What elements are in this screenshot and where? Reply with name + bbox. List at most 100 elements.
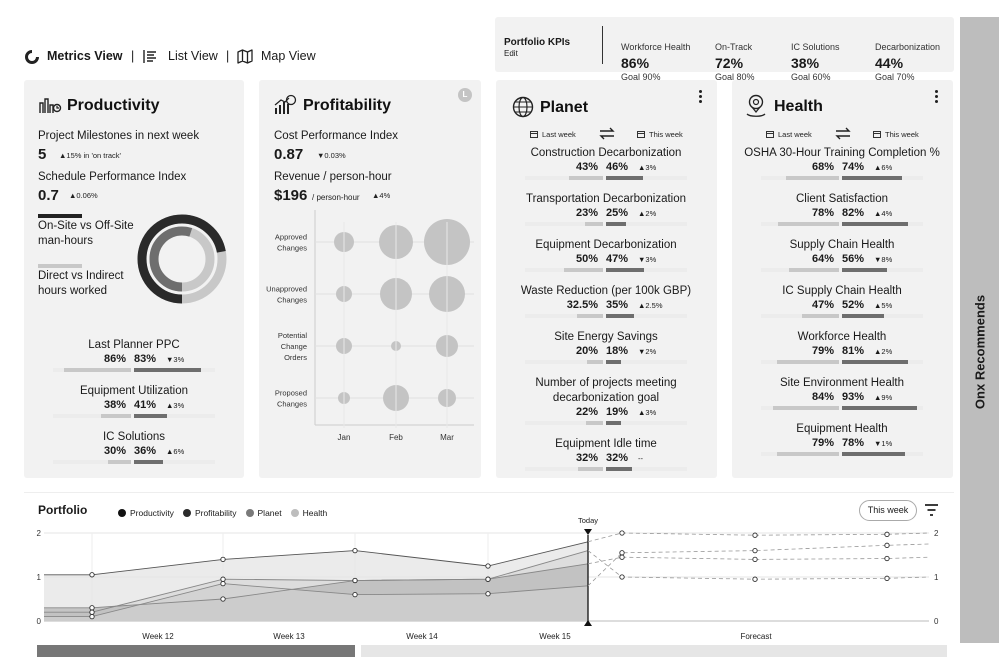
health-last-week[interactable]: Last week bbox=[778, 130, 812, 139]
metric-row[interactable]: OSHA 30-Hour Training Completion % 68% 74%… bbox=[742, 146, 942, 184]
metric-current-bar bbox=[134, 414, 215, 418]
series-line bbox=[44, 541, 589, 576]
metric-label: Client Satisfaction bbox=[795, 193, 889, 205]
metric-current-bar bbox=[606, 176, 687, 180]
map-view-tab[interactable]: Map View bbox=[261, 49, 316, 63]
metric-row[interactable]: Equipment Decarbonization 50% 47% ▼3% bbox=[506, 238, 706, 276]
metrics-icon bbox=[25, 50, 39, 64]
planet-more-icon[interactable] bbox=[699, 90, 703, 104]
metric-row[interactable]: Client Satisfaction 78% 82% ▲4% bbox=[742, 192, 942, 230]
metric-prev-bar bbox=[53, 460, 131, 464]
planet-this-week[interactable]: This week bbox=[649, 130, 683, 139]
metric-delta: ▲4% bbox=[874, 209, 893, 218]
metric-prev-value: 23% bbox=[575, 207, 598, 219]
series-point bbox=[485, 591, 491, 597]
metric-row[interactable]: Construction Decarbonization 43% 46% ▲3% bbox=[506, 146, 706, 184]
metric-label: Equipment Health bbox=[796, 423, 888, 435]
legend-label: Health bbox=[302, 508, 328, 518]
health-this-week[interactable]: This week bbox=[885, 130, 919, 139]
milestones-label: Project Milestones in next week bbox=[38, 130, 200, 142]
onx-recommends-panel[interactable]: Onx Recommends bbox=[960, 17, 999, 643]
series-point bbox=[220, 596, 226, 602]
kpis-edit-link[interactable]: Edit bbox=[504, 49, 518, 58]
timeline-scrollbar-track[interactable] bbox=[361, 645, 947, 657]
series-point bbox=[89, 605, 95, 611]
metric-delta: ▼3% bbox=[638, 255, 657, 264]
view-separator: | bbox=[226, 49, 230, 63]
metric-current-value: 74% bbox=[842, 161, 865, 173]
metric-prev-bar bbox=[761, 222, 839, 226]
bubble-row-label: Unapproved Changes bbox=[266, 285, 307, 305]
metric-row[interactable]: IC Solutions 30% 36% ▲6% bbox=[34, 430, 234, 468]
metric-prev-value: 30% bbox=[103, 445, 126, 457]
metric-row[interactable]: Equipment Idle time 32% 32% -- bbox=[506, 437, 706, 475]
metric-label: Equipment Decarbonization bbox=[535, 239, 677, 251]
timeline-scrollbar-thumb[interactable] bbox=[37, 645, 355, 657]
legend-item[interactable]: Planet bbox=[245, 508, 282, 518]
swap-icon[interactable] bbox=[835, 127, 851, 140]
metrics-view-tab[interactable]: Metrics View bbox=[47, 49, 123, 63]
metric-prev-bar bbox=[525, 176, 603, 180]
series-line bbox=[44, 563, 589, 609]
bubble-row-label: Potential Change Orders bbox=[278, 331, 308, 362]
metric-prev-bar bbox=[761, 314, 839, 318]
metric-prev-value: 32.5% bbox=[566, 299, 598, 311]
portfolio-kpis-panel: Portfolio KPIs Edit Workforce Health 86% G… bbox=[495, 17, 954, 82]
filter-icon[interactable] bbox=[924, 503, 939, 517]
metric-current-bar bbox=[606, 222, 687, 226]
metric-row[interactable]: Supply Chain Health 64% 56% ▼8% bbox=[742, 238, 942, 276]
metric-current-value: 25% bbox=[606, 207, 629, 219]
ring-arc bbox=[137, 214, 227, 304]
legend-dot bbox=[290, 509, 299, 517]
series-point bbox=[485, 576, 491, 582]
legend-item[interactable]: Profitability bbox=[182, 508, 237, 518]
list-icon bbox=[143, 50, 156, 63]
metric-row[interactable]: Site Environment Health 84% 93% ▲9% bbox=[742, 376, 942, 414]
series-point bbox=[352, 591, 358, 598]
health-more-icon[interactable] bbox=[935, 90, 939, 104]
productivity-card: Productivity Project Milestones in next … bbox=[24, 80, 244, 478]
forecast-point bbox=[619, 530, 625, 536]
bubble-month-label: Feb bbox=[389, 433, 403, 442]
metric-prev-bar bbox=[525, 360, 603, 364]
metric-current-value: 46% bbox=[606, 161, 629, 173]
metric-row[interactable]: Site Energy Savings 20% 18% ▼2% bbox=[506, 330, 706, 368]
kpi-workforce-health: Workforce Health 86% Goal 90% bbox=[621, 42, 691, 82]
calendar-icon bbox=[766, 131, 774, 138]
metric-prev-bar bbox=[761, 452, 839, 456]
legend-label: Planet bbox=[257, 508, 282, 518]
forecast-point bbox=[752, 532, 758, 538]
change-orders-bubble-chart: Approved Changes Unapproved Changes Potentia… bbox=[266, 210, 474, 442]
series-point bbox=[220, 576, 226, 582]
metric-row[interactable]: Waste Reduction (per 100k GBP) 32.5% 35% ▲2… bbox=[506, 284, 706, 322]
forecast-point bbox=[884, 542, 890, 548]
series-area bbox=[44, 583, 588, 621]
metric-label: Site Energy Savings bbox=[554, 331, 658, 343]
growth-chart-icon bbox=[274, 94, 297, 114]
metric-row[interactable]: Equipment Health 79% 78% ▼1% bbox=[742, 422, 942, 460]
metric-row[interactable]: Transportation Decarbonization 23% 25% ▲2% bbox=[506, 192, 706, 230]
legend-item[interactable]: Productivity bbox=[118, 508, 174, 518]
metric-row[interactable]: Workforce Health 79% 81% ▲2% bbox=[742, 330, 942, 368]
legend-item[interactable]: Health bbox=[290, 508, 328, 518]
spi-value: 0.7 bbox=[38, 187, 59, 204]
series-line bbox=[44, 583, 589, 618]
y-tick-label-right: 0 bbox=[934, 617, 939, 626]
swap-icon[interactable] bbox=[599, 127, 615, 140]
x-tick-label: Week 14 bbox=[406, 632, 438, 641]
metric-label: IC Supply Chain Health bbox=[782, 285, 902, 297]
this-week-button[interactable]: This week bbox=[859, 500, 917, 521]
metric-row[interactable]: Number of projects meeting decarbonizati… bbox=[506, 376, 706, 425]
health-title: Health bbox=[774, 98, 823, 115]
metric-label: OSHA 30-Hour Training Completion % bbox=[744, 147, 940, 159]
metric-label: Last Planner PPC bbox=[88, 339, 180, 351]
revenue-value: $196 bbox=[274, 187, 308, 204]
metric-row[interactable]: IC Supply Chain Health 47% 52% ▲5% bbox=[742, 284, 942, 322]
metric-row[interactable]: Last Planner PPC 86% 83% ▼3% bbox=[34, 338, 234, 376]
today-label: Today bbox=[578, 516, 598, 525]
planet-last-week[interactable]: Last week bbox=[542, 130, 576, 139]
list-view-tab[interactable]: List View bbox=[168, 49, 218, 63]
metric-row[interactable]: Equipment Utilization 38% 41% ▲3% bbox=[34, 384, 234, 422]
profitability-card: Profitability L Cost Performance Index 0… bbox=[259, 80, 481, 478]
profitability-badge[interactable]: L bbox=[458, 88, 472, 102]
